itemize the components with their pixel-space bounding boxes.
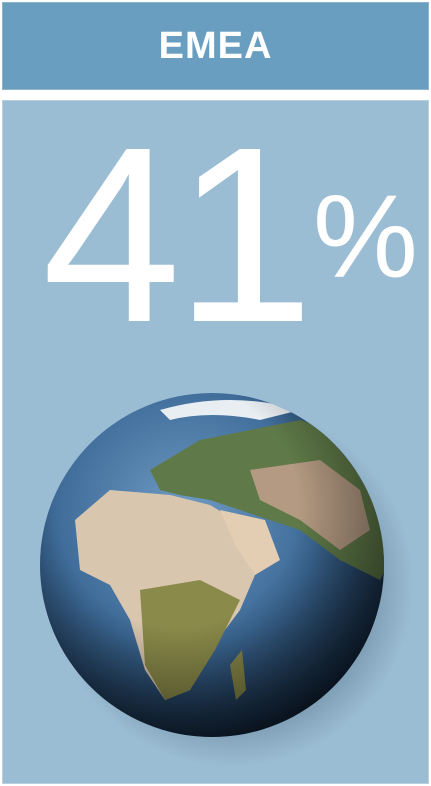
stat-unit: % [313, 171, 418, 303]
stat-value: 41 [42, 95, 314, 374]
header-title: EMEA [158, 24, 273, 67]
header: EMEA [2, 2, 429, 90]
globe-shade [40, 393, 384, 737]
